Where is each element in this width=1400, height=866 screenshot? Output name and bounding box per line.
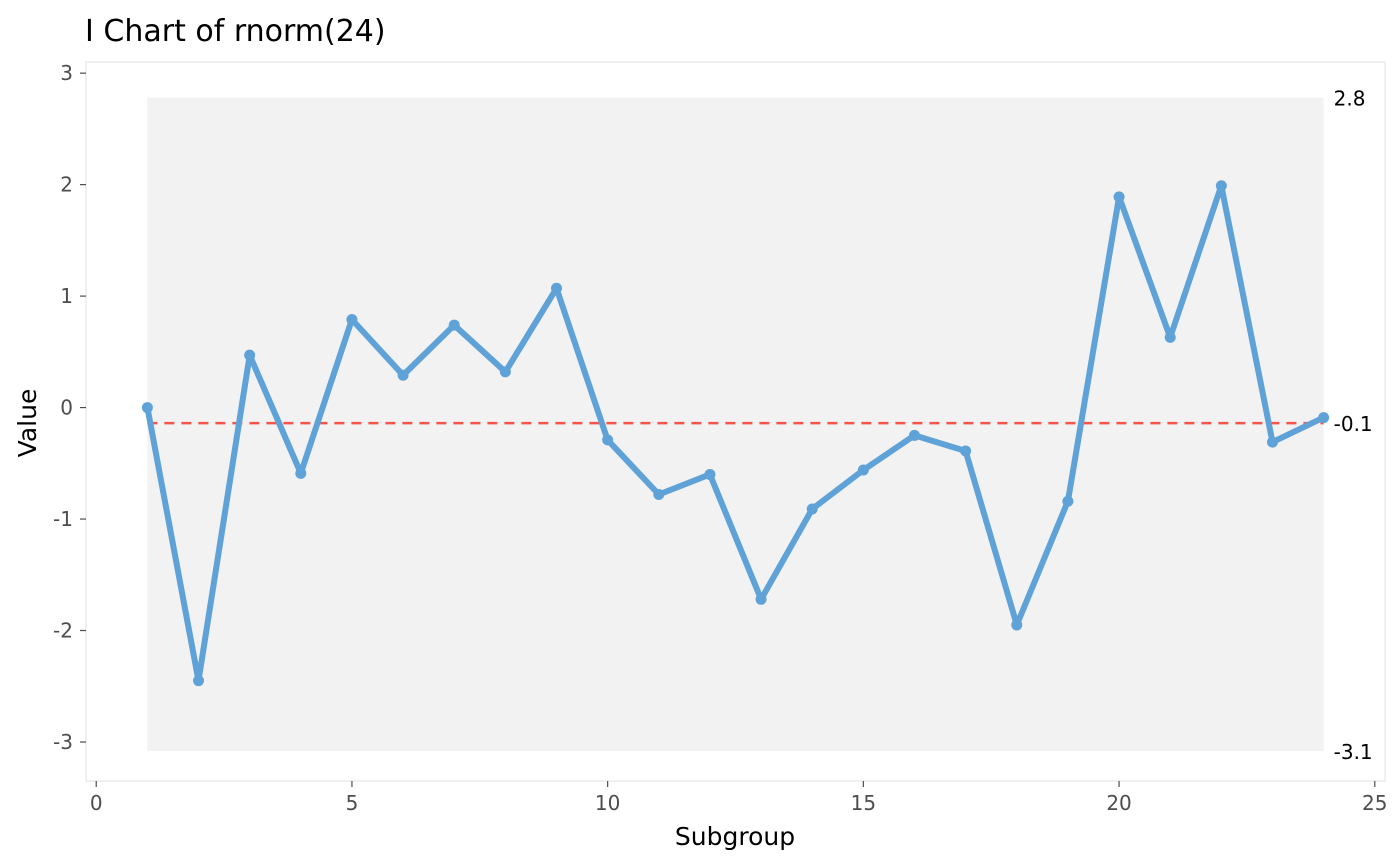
data-point [908,429,920,441]
y-tick-label: 2 [60,173,73,197]
x-tick-label: 5 [346,791,359,815]
data-point [346,314,358,326]
data-point [1011,619,1023,631]
lower-limit-label: -3.1 [1334,740,1373,764]
series-line [144,182,1327,684]
y-axis-title: Value [13,389,42,458]
data-point [755,593,767,605]
y-tick-label: -2 [53,619,73,643]
chart-title: I Chart of rnorm(24) [85,14,386,49]
data-point [857,464,869,476]
data-point [602,434,614,446]
data-point [1062,495,1074,507]
y-tick-label: -3 [53,730,73,754]
data-point [1215,180,1227,192]
data-point [1318,412,1330,424]
center-line-label: -0.1 [1334,412,1373,436]
y-tick-label: 0 [60,396,73,420]
x-tick-label: 15 [851,791,876,815]
y-tick-label: 3 [60,61,73,85]
data-point [551,282,563,294]
data-point [244,349,256,361]
data-point [960,445,972,457]
y-tick-label: 1 [60,284,73,308]
data-point [448,319,460,331]
data-point [806,503,818,515]
x-axis-title: Subgroup [675,822,795,851]
x-tick-label: 10 [595,791,620,815]
upper-limit-label: 2.8 [1334,87,1366,111]
data-point [653,489,665,501]
data-point [499,366,511,378]
data-point [704,468,716,480]
x-tick-label: 25 [1362,791,1387,815]
data-point [1164,331,1176,343]
x-tick-label: 20 [1106,791,1131,815]
data-point [397,369,409,381]
y-tick-label: -1 [53,507,73,531]
data-point [1266,436,1278,448]
data-point [295,467,307,479]
x-tick-label: 0 [90,791,103,815]
data-point [141,402,153,414]
data-point [193,675,205,687]
data-point [1113,191,1125,203]
